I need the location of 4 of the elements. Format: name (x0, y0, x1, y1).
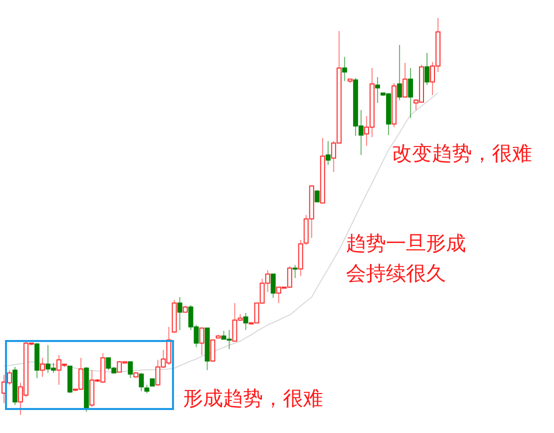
annotation: 会持续很久 (346, 261, 446, 285)
annotation: 形成趋势，很难 (183, 386, 323, 410)
annotation: 改变趋势，很难 (392, 141, 532, 165)
annotation: 趋势一旦形成 (346, 231, 466, 255)
